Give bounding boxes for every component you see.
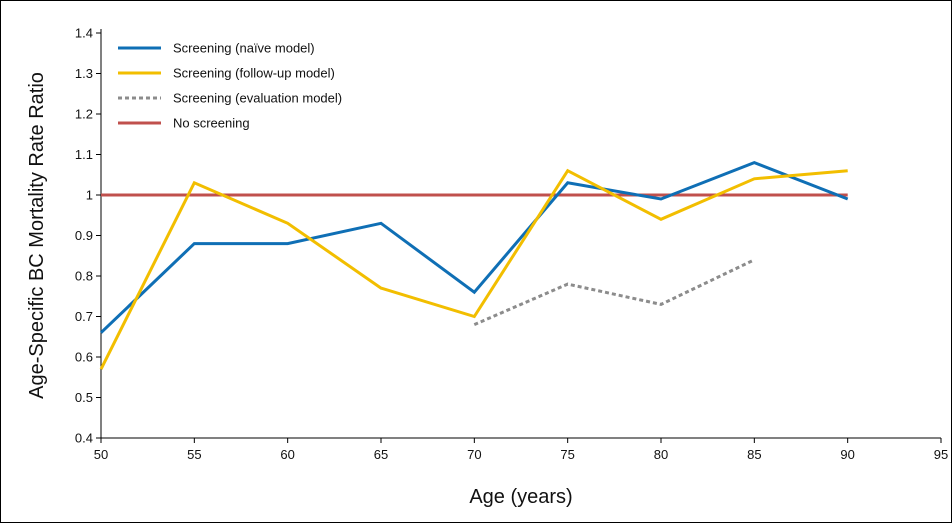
series-line-2 [473,258,755,326]
y-axis-title: Age-Specific BC Mortality Rate Ratio [26,72,48,399]
x-axis-title: Age (years) [469,486,572,508]
legend: Screening (naïve model) Screening (follow… [118,41,342,131]
x-tick-label: 55 [187,447,201,462]
axes [100,29,941,439]
y-tick-label: 0.7 [75,309,93,324]
x-tick-label: 50 [94,447,108,462]
x-tick-label: 70 [467,447,481,462]
x-tick-label: 85 [747,447,761,462]
y-ticks: 0.4 0.5 0.6 0.7 0.8 0.9 1 1.1 1.2 1.3 1.4 [75,26,101,446]
y-tick-label: 0.5 [75,390,93,405]
series-line-1 [99,168,848,370]
y-tick-label: 1.3 [75,66,93,81]
y-tick-label: 1.1 [75,147,93,162]
x-tick-label: 60 [280,447,294,462]
legend-label: Screening (evaluation model) [173,91,342,106]
y-tick-label: 0.6 [75,350,93,365]
y-tick-label: 1 [86,188,93,203]
legend-label: Screening (naïve model) [173,41,315,56]
y-tick-label: 0.9 [75,228,93,243]
legend-label: No screening [173,116,250,131]
x-tick-label: 65 [374,447,388,462]
y-tick-label: 1.4 [75,26,93,41]
y-tick-label: 0.4 [75,431,93,446]
y-tick-label: 1.2 [75,107,93,122]
legend-label: Screening (follow-up model) [173,66,335,81]
x-tick-label: 80 [654,447,668,462]
series-line-0 [99,160,849,334]
x-tick-label: 75 [560,447,574,462]
y-tick-label: 0.8 [75,269,93,284]
x-tick-label: 90 [840,447,854,462]
x-ticks: 50 55 60 65 70 75 80 85 90 95 [94,438,948,462]
x-tick-label: 95 [934,447,948,462]
series-lines [99,160,849,370]
